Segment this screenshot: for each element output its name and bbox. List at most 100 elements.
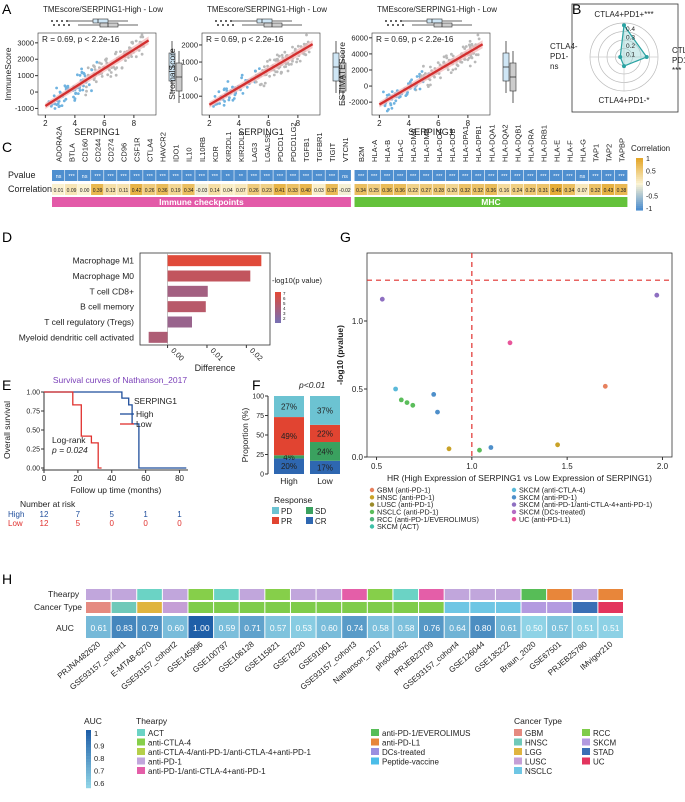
panel-label-g: G [340,229,351,245]
pvalue-legend-swatch [275,317,281,321]
auc-cell [419,616,444,638]
correlation-cell-label: 0.25 [369,188,379,194]
scatter-point [392,102,396,105]
hr-legend-swatch [369,517,375,522]
auc-legend-swatch [86,756,91,760]
gene-label: KIR2DL3 [237,132,246,162]
top-outlier-point [392,24,394,26]
scatter-point [213,95,217,98]
pvalue-legend-swatch [275,314,281,318]
top-outlier-point [232,24,234,26]
correlation-legend-swatch [636,160,643,163]
y-axis-label: Proportion (%) [240,407,250,462]
correlation-cell-label: 0.31 [538,188,548,194]
y-tick-label: 0.5 [352,385,364,394]
correlation-stat: R = 0.69, p < 2.2e-16 [42,35,120,44]
correlation-legend-swatch [636,178,643,182]
gene-label: HLA-C [396,139,405,162]
scatter-point [73,99,77,102]
therapy-cell [444,589,470,600]
correlation-cell-label: 0.26 [145,188,155,194]
auc-cell [495,616,521,638]
scatter-point [464,45,468,48]
scatter-point [140,52,144,56]
scatter-point [83,74,87,78]
pvalue-cell-label: *** [358,174,365,180]
pvalue-cell-label: *** [120,174,127,180]
correlation-cell [221,184,234,195]
correlation-cell [367,184,380,195]
cancer-legend-title: Cancer Type [514,716,562,726]
correlation-stat: R = 0.69, p < 2.2e-16 [376,35,454,44]
x-tick-label: 80 [175,474,184,483]
pvalue-cell [156,170,169,181]
correlation-legend-swatch [636,172,643,176]
radar-axis-label: CTLA4- [550,42,578,51]
correlation-legend-swatch [636,193,643,196]
scatter-point [390,90,394,93]
correlation-cell [234,184,247,195]
survival-curve [44,391,102,469]
scatter-point [461,45,465,49]
y-tick-label: 0.75 [26,409,40,416]
correlation-legend-swatch [636,205,643,209]
correlation-legend-swatch [636,158,643,161]
x-axis-label: HR (High Expression of SERPING1 vs Low E… [387,473,652,483]
auc-legend-swatch [86,741,91,745]
x-axis-label: SERPING1 [74,127,120,137]
scatter-point [382,90,385,94]
scatter-point [60,104,64,107]
correlation-cell-label: 0.11 [119,188,129,194]
pvalue-legend-swatch [275,294,281,298]
therapy-cell [239,589,265,600]
auc-legend-swatch [86,735,91,739]
scatter-point [233,93,237,97]
bar-category-label: T cell CD8+ [90,286,135,296]
pvalue-cell-label: *** [423,174,430,180]
gene-label: KDR [211,146,220,162]
auc-legend-swatch [86,732,91,737]
pvalue-cell [536,170,550,181]
auc-cell [342,616,367,638]
cancer-type-cell [239,602,265,613]
hr-point [446,446,452,452]
auc-legend-tick: 0.7 [94,767,104,776]
therapy-legend-label: anti-CTLA-4 [148,739,192,748]
bar-plot-frame [139,252,271,346]
pvalue-cell [208,170,221,181]
top-box [99,22,119,28]
correlation-legend-swatch [636,191,643,194]
cancer-legend-label: LUSC [525,758,547,767]
correlation-cell [208,184,221,195]
cancer-legend-label: GBM [525,729,544,738]
correlation-cell-label: 0.43 [604,188,614,194]
hr-point [379,296,385,302]
pvalue-cell [523,170,537,181]
correlation-legend-swatch [636,166,643,169]
pvalue-cell-label: *** [397,174,404,180]
auc-cell-label: 0.83 [116,623,133,633]
pvalue-cell-label: *** [540,174,547,180]
scatter-point [240,73,244,77]
x-tick-label: 0 [42,474,47,483]
scatter-point [63,84,67,88]
response-legend-swatch [272,517,279,524]
scatter-point [81,88,85,92]
cancer-legend-swatch [514,748,522,755]
scatter-point [90,68,94,72]
scatter-point [415,75,419,78]
y-tick-label: -1000 [15,104,34,113]
survival-legend-title: SERPING1 [134,396,177,406]
auc-cell [572,616,598,638]
stacked-segment [310,460,340,474]
gene-label: HLA-DRA [526,129,535,162]
y-tick-label: 0 [260,472,264,479]
therapy-cell [521,589,547,600]
auc-cell-label: 0.53 [295,623,312,633]
correlation-cell-label: 0.33 [288,188,298,194]
auc-legend-swatch [86,773,91,777]
auc-legend-swatch [86,747,91,751]
therapy-legend-swatch [137,738,145,746]
pvalue-cell [497,170,511,181]
cancer-legend-swatch [582,738,590,746]
